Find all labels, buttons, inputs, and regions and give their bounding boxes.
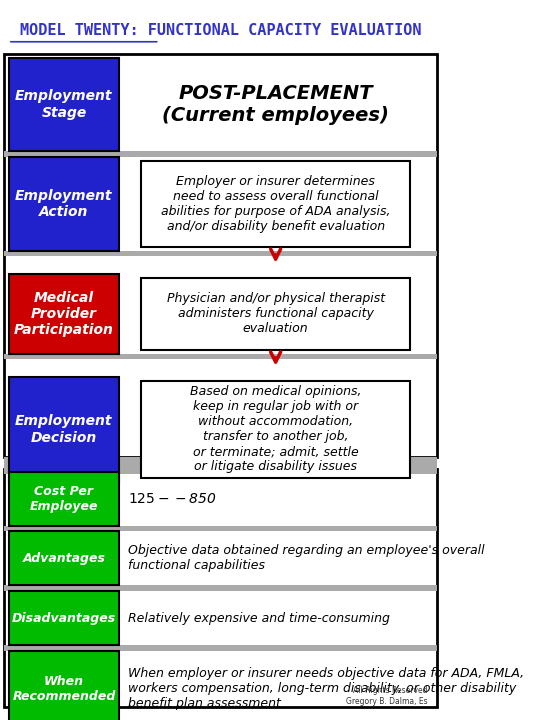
Text: Medical
Provider
Participation: Medical Provider Participation	[14, 291, 114, 337]
Bar	[4, 354, 437, 359]
Bar	[4, 585, 437, 591]
Bar	[4, 469, 437, 707]
Text: Cost Per
Employee: Cost Per Employee	[30, 485, 98, 513]
Bar	[141, 161, 410, 247]
Bar	[4, 645, 437, 651]
Text: Employment
Action: Employment Action	[15, 189, 113, 219]
Bar	[9, 274, 119, 354]
Bar	[9, 472, 119, 526]
Bar	[9, 531, 119, 585]
Bar	[9, 157, 119, 251]
Bar	[4, 457, 437, 474]
Text: Physician and/or physical therapist
administers functional capacity
evaluation: Physician and/or physical therapist admi…	[166, 292, 384, 336]
Text: Objective data obtained regarding an employee's overall
functional capabilities: Objective data obtained regarding an emp…	[128, 544, 484, 572]
Bar	[4, 151, 437, 157]
Bar	[4, 54, 437, 457]
Bar	[141, 381, 410, 478]
Text: Employment
Decision: Employment Decision	[15, 415, 113, 444]
Text: Advantages: Advantages	[23, 552, 105, 565]
Text: Based on medical opinions,
keep in regular job with or
without accommodation,
tr: Based on medical opinions, keep in regul…	[190, 385, 361, 474]
Bar	[4, 251, 437, 256]
Bar	[9, 591, 119, 645]
Bar	[9, 58, 119, 151]
Bar	[9, 651, 119, 720]
Text: When
Recommended: When Recommended	[12, 675, 116, 703]
Text: Disadvantages: Disadvantages	[12, 611, 116, 625]
Text: $125 -- $850: $125 -- $850	[128, 492, 216, 505]
Text: Employer or insurer determines
need to assess overall functional
abilities for p: Employer or insurer determines need to a…	[161, 175, 390, 233]
Text: Employment
Stage: Employment Stage	[15, 89, 113, 120]
Text: MODEL TWENTY: FUNCTIONAL CAPACITY EVALUATION: MODEL TWENTY: FUNCTIONAL CAPACITY EVALUA…	[20, 23, 421, 38]
Text: All Rights Reserved
Gregory B. Dalma, Es: All Rights Reserved Gregory B. Dalma, Es	[346, 686, 428, 706]
Text: POST-PLACEMENT
(Current employees): POST-PLACEMENT (Current employees)	[162, 84, 389, 125]
Text: When employer or insurer needs objective data for ADA, FMLA,
workers compensatio: When employer or insurer needs objective…	[128, 667, 524, 710]
Text: Relatively expensive and time-consuming: Relatively expensive and time-consuming	[128, 611, 390, 625]
Bar	[9, 377, 119, 482]
Bar	[141, 278, 410, 350]
Bar	[4, 526, 437, 531]
